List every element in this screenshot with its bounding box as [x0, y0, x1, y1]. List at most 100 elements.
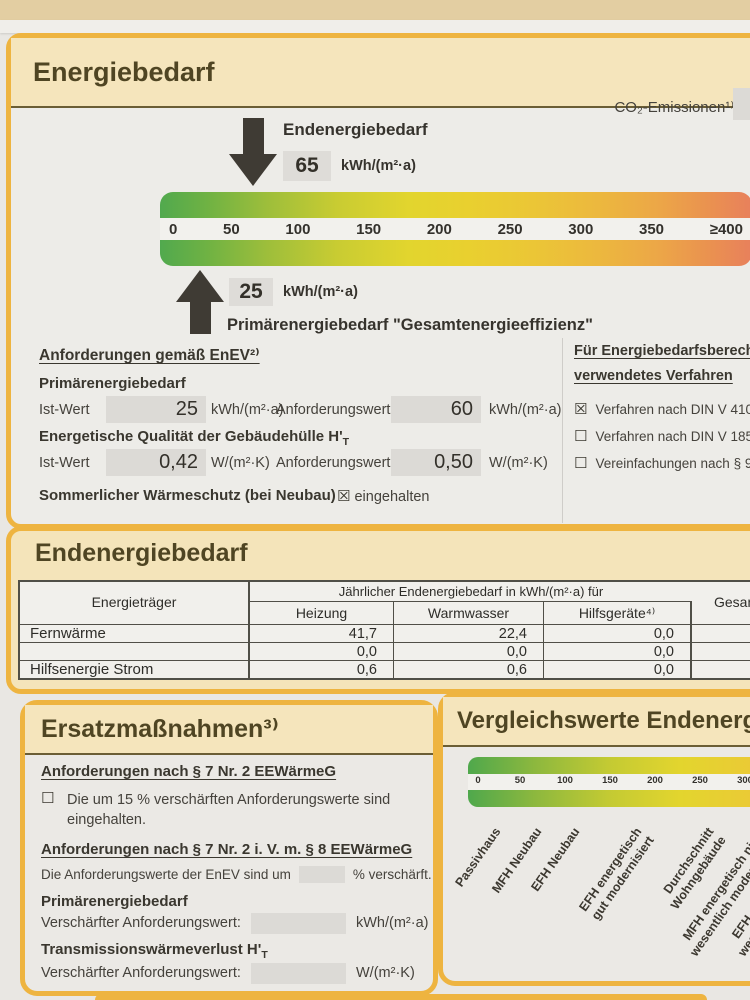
eingehalten-label: eingehalten: [354, 489, 430, 505]
verschaerft-percent-field[interactable]: [298, 866, 345, 883]
vergleichswerte-header: Vergleichswerte Endenergiebedarf: [443, 697, 750, 747]
unit-label: W/(m²·K): [489, 455, 548, 471]
req2-row: Die Anforderungswerte der EnEV sind um % …: [41, 866, 432, 883]
procedure-option-label: Verfahren nach DIN V 18599: [595, 429, 750, 444]
procedure-heading-line1: Für Energiebedarfsberechnungen: [574, 343, 750, 359]
next-section-edge: [95, 994, 707, 1000]
unit-label: kWh/(m²·a): [356, 915, 429, 931]
verschaerfter-anforderungswert-field[interactable]: [251, 963, 346, 984]
primary-energy-subheading: Primärenergiebedarf: [39, 375, 186, 392]
envelope-quality-text: Energetische Qualität der Gebäudehülle H…: [39, 428, 343, 445]
envelope-quality-sub: T: [342, 436, 350, 448]
verschaerfter-anforderungswert-field[interactable]: [251, 913, 346, 934]
primaerenergiebedarf-arrow-up-icon: [176, 270, 224, 334]
column-header-hilfsgeraete: Hilfsgeräte⁴⁾: [544, 602, 692, 624]
table-row-label: [20, 642, 250, 660]
ersatzmassnahmen-content: Anforderungen nach § 7 Nr. 2 EEWärmeG ☐ …: [41, 755, 432, 991]
ist-wert-label: Ist-Wert: [39, 402, 90, 418]
req2-heading: Anforderungen nach § 7 Nr. 2 i. V. m. § …: [41, 841, 413, 858]
comparison-scale-ticks: 0 50 100 150 200 250 300: [468, 774, 750, 790]
procedure-option-din4108: ☒ Verfahren nach DIN V 4108-6 und DIN V 4…: [574, 400, 750, 418]
comparison-scale-bar: 0 50 100 150 200 250 300: [468, 757, 750, 807]
ist-wert-field[interactable]: 0,42: [106, 449, 206, 476]
envelope-quality-row: Ist-Wert 0,42 W/(m²·K) Anforderungswert …: [39, 449, 559, 477]
envelope-quality-subheading: Energetische Qualität der Gebäudehülle H…: [39, 428, 349, 448]
endenergiebedarf-panel: Endenergiebedarf Energieträger Jährliche…: [6, 526, 750, 694]
paper-gap: [0, 20, 750, 33]
anforderungswert-label: Anforderungswert: [276, 455, 391, 471]
unit-label: W/(m²·K): [211, 455, 270, 471]
primary-energy-row: Ist-Wert 25 kWh/(m²·a) Anforderungswert …: [39, 396, 562, 424]
table-row-label: Fernwärme: [20, 624, 250, 642]
table-cell: 0,6: [394, 660, 544, 678]
req1-heading: Anforderungen nach § 7 Nr. 2 EEWärmeG: [41, 763, 337, 780]
table-cell: 41,7: [250, 624, 394, 642]
energy-scale-ticks: 0 50 100 150 200 250 300 350 ≥400: [160, 218, 750, 240]
transmission-text: Transmissionswärmeverlust H': [41, 941, 262, 958]
ersatzmassnahmen-title: Ersatzmaßnahmen³⁾: [41, 715, 279, 743]
table-cell: 0,0: [544, 624, 692, 642]
verschaerfter-anforderungswert-label: Verschärfter Anforderungswert:: [41, 915, 241, 931]
table-cell: 0,6: [250, 660, 394, 678]
unit-label: kWh/(m²·a): [211, 402, 284, 418]
scale-tick: ≥400: [709, 220, 743, 238]
arrow-head: [229, 154, 277, 186]
scale-tick: 200: [647, 775, 663, 786]
transmission-heading: Transmissionswärmeverlust H'T: [41, 941, 268, 961]
energiebedarf-panel: Energiebedarf CO₂-Emissionen¹⁾ Endenergi…: [6, 33, 750, 529]
ers-transmission-row: Verschärfter Anforderungswert: W/(m²·K): [41, 963, 431, 987]
column-header-heizung: Heizung: [250, 602, 394, 624]
scale-tick: 50: [514, 775, 526, 786]
table-cell: 0,0: [544, 642, 692, 660]
endenergiebedarf-value-field[interactable]: 65: [283, 151, 331, 181]
transmission-sub: T: [261, 949, 268, 961]
req2-text-after: % verschärft.: [352, 867, 432, 882]
primaerenergiebedarf-value-field[interactable]: 25: [229, 278, 273, 306]
vergleichswerte-title: Vergleichswerte Endenergiebedarf: [457, 707, 750, 734]
requirements-heading: Anforderungen gemäß EnEV²⁾: [39, 347, 260, 364]
column-header-warmwasser: Warmwasser: [394, 602, 544, 624]
scale-tick: 300: [737, 775, 750, 786]
anforderungswert-field[interactable]: 0,50: [391, 449, 481, 476]
summer-protection-value: ☒ eingehalten: [337, 487, 429, 505]
procedure-option-label: Vereinfachungen nach § 9 Abs. 2 EnEV: [595, 456, 750, 471]
checkbox-checked-icon[interactable]: ☒: [574, 401, 588, 418]
procedure-option-vereinfachungen: ☐ Vereinfachungen nach § 9 Abs. 2 EnEV: [574, 454, 750, 472]
scale-tick: 50: [223, 220, 240, 238]
table-cell: 0,0: [544, 660, 692, 678]
checkbox-unchecked-icon[interactable]: ☐: [574, 428, 588, 445]
scale-tick: 250: [497, 220, 523, 238]
comparison-label-efh-modernisiert: EFH energetisch gut modernisiert: [576, 825, 657, 923]
primaerenergiebedarf-unit: kWh/(m²·a): [283, 284, 358, 300]
vergleichswerte-panel: Vergleichswerte Endenergiebedarf 0 50 10…: [438, 692, 750, 986]
co2-value-field[interactable]: [733, 88, 750, 120]
primaerenergiebedarf-value-row: 25 kWh/(m²·a): [229, 278, 358, 306]
checkbox-unchecked-icon[interactable]: ☐: [41, 790, 55, 807]
scale-tick: 350: [639, 220, 665, 238]
energiebedarf-panel-header: Energiebedarf: [11, 38, 750, 108]
scale-tick: 100: [557, 775, 573, 786]
procedure-option-din18599: ☐ Verfahren nach DIN V 18599: [574, 427, 750, 445]
ersatzmassnahmen-header: Ersatzmaßnahmen³⁾: [25, 705, 433, 755]
checkbox-checked-icon[interactable]: ☒: [337, 488, 351, 505]
table-cell: [692, 642, 750, 660]
scale-tick: 200: [426, 220, 452, 238]
ersatzmassnahmen-panel: Ersatzmaßnahmen³⁾ Anforderungen nach § 7…: [20, 700, 438, 996]
checkbox-unchecked-icon[interactable]: ☐: [574, 455, 588, 472]
table-cell: [692, 660, 750, 678]
summer-protection-row: Sommerlicher Wärmeschutz (bei Neubau) ☒ …: [39, 483, 559, 509]
page-title: Energiebedarf: [33, 56, 215, 87]
anforderungswert-field[interactable]: 60: [391, 396, 481, 423]
procedure-option-label: Verfahren nach DIN V 4108-6 und DIN V 47…: [595, 402, 750, 417]
previous-section-edge: [0, 0, 750, 20]
unit-label: W/(m²·K): [356, 965, 415, 981]
table-cell: 0,0: [250, 642, 394, 660]
scale-tick: 150: [356, 220, 382, 238]
ist-wert-field[interactable]: 25: [106, 396, 206, 423]
table-cell: 0,0: [394, 642, 544, 660]
scale-tick: 100: [285, 220, 311, 238]
endenergiebedarf-title: Endenergiebedarf: [35, 539, 248, 567]
ers-primary-row: Verschärfter Anforderungswert: kWh/(m²·a…: [41, 913, 431, 937]
co2-emissions-label: CO₂-Emissionen¹⁾: [614, 99, 734, 116]
